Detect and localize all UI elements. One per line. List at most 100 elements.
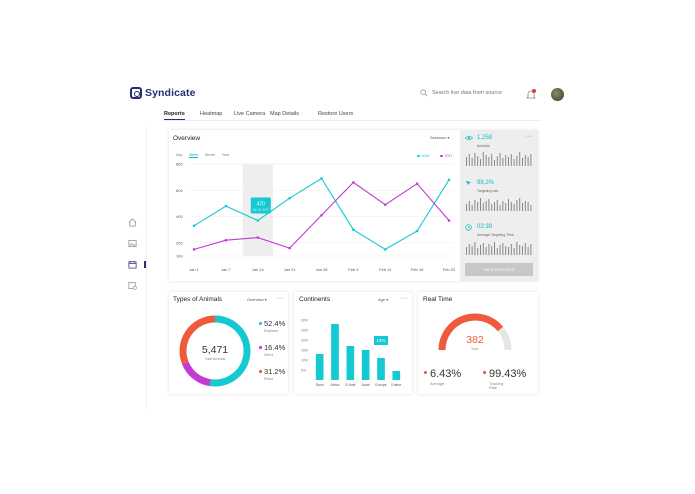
tab-live-camera[interactable]: Live Camera: [234, 111, 266, 117]
tab-reports[interactable]: Reports: [164, 111, 185, 117]
more-options-icon[interactable]: ···: [525, 133, 534, 140]
stat-targeting-value: 98,2%: [477, 180, 495, 186]
legend-value: 16.4%: [264, 343, 286, 352]
tab-heatmap[interactable]: Heatmap: [200, 111, 223, 117]
range-year[interactable]: Year: [222, 153, 230, 157]
chevron-down-icon: ▾: [386, 297, 389, 302]
range-month[interactable]: Month: [205, 153, 215, 157]
sparkline-time: [466, 242, 532, 255]
gauge-label: Now: [471, 347, 478, 351]
animals-title: Types of Animals: [173, 296, 223, 303]
x-tick-label: Jan 28: [315, 267, 328, 272]
legend-value: 31.2%: [264, 367, 286, 376]
spark-bar: [466, 204, 467, 211]
spark-bar: [502, 201, 504, 211]
x-tick-label: Jan 14: [252, 267, 265, 272]
spark-bar: [519, 198, 521, 211]
spark-bar: [513, 159, 515, 166]
sidebar-active-indicator: [144, 261, 146, 268]
range-week[interactable]: Week: [189, 153, 198, 158]
overview-dropdown[interactable]: Sessions ▾: [430, 135, 449, 140]
spark-bar: [491, 154, 493, 166]
spark-bar: [499, 205, 501, 211]
spark-bar: [466, 247, 467, 255]
donut-slice-zebra: [182, 361, 211, 387]
search-input[interactable]: [432, 90, 522, 96]
x-tick-label: Jan 1: [189, 267, 200, 272]
data-point: [320, 213, 323, 217]
y-tick-label: 100: [176, 254, 183, 259]
stat-time-value: 02:39: [477, 224, 493, 230]
tab-restore-users[interactable]: Restore Users: [318, 111, 354, 117]
app-logo[interactable]: Syndicate: [130, 87, 196, 99]
stat-label: Average: [430, 382, 445, 386]
range-day[interactable]: Day: [176, 153, 183, 157]
data-point: [288, 196, 291, 200]
data-point: [288, 246, 291, 250]
spark-bar: [466, 157, 467, 166]
gauge-value: 382: [466, 334, 484, 346]
y-tick-label: 600: [176, 188, 183, 193]
legend-label: Elephant: [264, 329, 278, 333]
real-time-gauge: 382 Now: [438, 313, 512, 351]
legend-dot: [259, 322, 262, 325]
y-tick-label: 30%: [301, 319, 308, 323]
x-tick-label: Enitne: [391, 383, 401, 387]
more-options-icon[interactable]: ···: [276, 295, 285, 302]
legend-label: Zebra: [264, 353, 274, 357]
spark-bar: [519, 152, 521, 166]
bar-russ: [315, 354, 324, 380]
animals-dropdown[interactable]: Overview ▾: [247, 297, 267, 302]
settings-icon[interactable]: [128, 281, 137, 290]
spark-bar: [474, 242, 476, 255]
spark-bar: [488, 244, 490, 255]
spark-bar: [499, 153, 501, 166]
data-point: [447, 219, 451, 222]
spark-bar: [482, 243, 484, 255]
overview-dropdown-label: Sessions: [430, 135, 447, 140]
x-tick-label: Jan 7: [221, 267, 232, 272]
spark-bar: [477, 202, 479, 211]
spark-bar: [468, 201, 470, 211]
spark-bar: [488, 199, 490, 211]
x-tick-label: Austr: [362, 383, 371, 387]
view-reports-button[interactable]: VIEW REPORTS: [465, 263, 533, 276]
spark-bar: [474, 153, 476, 166]
notifications-button[interactable]: [525, 88, 537, 100]
more-options-icon[interactable]: ···: [400, 295, 409, 302]
spark-bar: [524, 201, 526, 211]
legend-label: 2017: [444, 154, 453, 158]
overview-line-chart: 100 200 400 600 800 Jan 1 Jan 7 Jan 14 Jan 21 Jan…: [176, 162, 456, 273]
donut-center-value: 5,471: [202, 344, 228, 356]
x-tick-label: Feb 11: [379, 267, 392, 272]
spark-bar: [510, 202, 512, 211]
data-point: [352, 181, 355, 184]
user-avatar[interactable]: [551, 88, 564, 101]
animals-dropdown-label: Overview: [247, 297, 264, 302]
home-icon[interactable]: [128, 218, 137, 227]
real-time-card: [418, 292, 538, 394]
spark-bar: [485, 247, 487, 255]
bar-austr: [361, 350, 370, 380]
tab-map-details[interactable]: Map Details: [270, 111, 300, 117]
bar-same: [346, 346, 355, 380]
data-point: [224, 238, 228, 242]
spark-bar: [485, 155, 487, 166]
spark-bar: [494, 202, 495, 211]
logo-icon: [130, 87, 142, 99]
spark-bar: [496, 156, 498, 166]
notification-badge: [532, 89, 536, 93]
image-icon[interactable]: [128, 239, 137, 248]
continents-dropdown[interactable]: Age ▾: [378, 297, 388, 302]
cursor-icon: [465, 180, 472, 186]
spark-bar: [499, 245, 501, 255]
legend-dot: [417, 154, 420, 158]
gauge-fill: [438, 313, 504, 351]
calendar-icon[interactable]: [128, 260, 137, 269]
donut-slice-elephant: [209, 315, 251, 387]
legend-dot: [259, 370, 262, 373]
spark-bar: [513, 248, 515, 255]
data-point: [224, 204, 228, 208]
search-bar[interactable]: [420, 89, 522, 97]
spark-bar: [494, 160, 495, 166]
